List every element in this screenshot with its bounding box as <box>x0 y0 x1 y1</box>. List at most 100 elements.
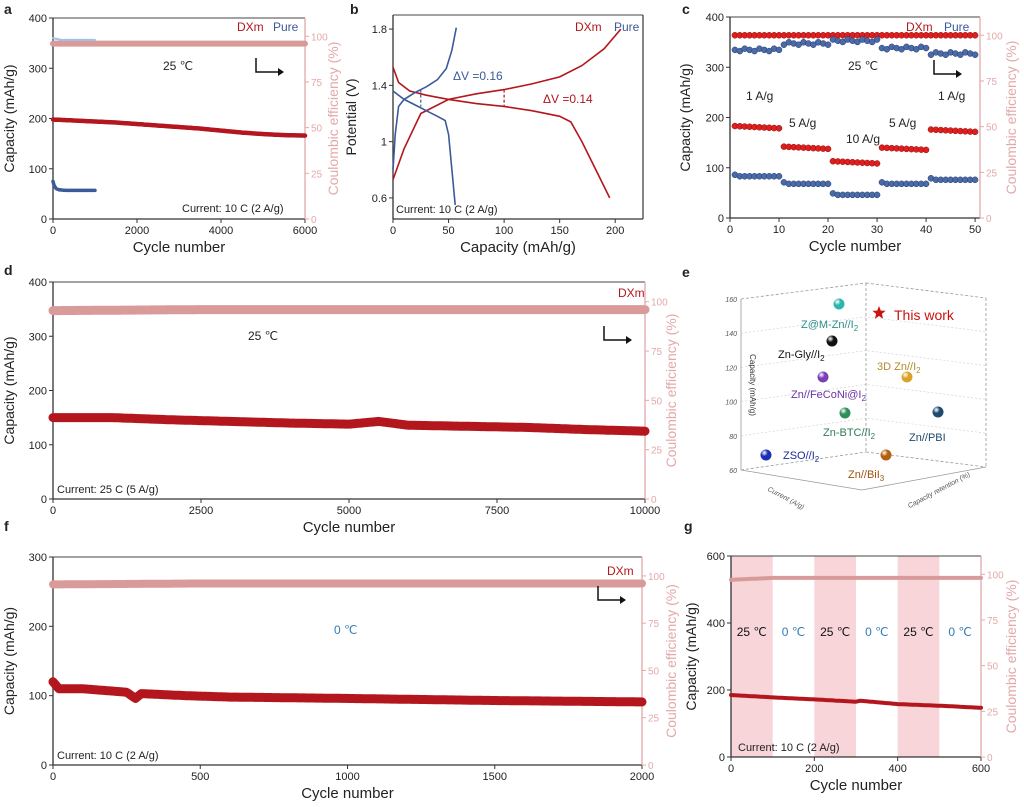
point-label: ZSO//I2 <box>783 450 820 464</box>
y-axis-title: Capacity retention (%) <box>907 471 971 510</box>
y-axis-title: Capacity (mAh/g) <box>677 63 693 171</box>
x-axis-title: Cycle number <box>809 238 902 255</box>
data-point-sphere <box>833 298 845 310</box>
pure-ce-point <box>775 46 783 54</box>
x-tick-label: 0 <box>50 771 56 783</box>
y2-axis-title: Coulombic efficiency (%) <box>325 42 341 196</box>
current-annotation: Current: 10 C (2 A/g) <box>396 204 498 216</box>
x-tick-label: 400 <box>888 763 906 775</box>
temperature-annotation: 25 ℃ <box>848 59 878 73</box>
x-tick-label: 7500 <box>485 505 509 517</box>
x-tick-label: 0 <box>390 225 396 237</box>
pure-ce-point <box>873 36 881 43</box>
panel-label: a <box>4 1 12 17</box>
x-tick-label: 50 <box>442 225 454 237</box>
y-tick-label: 300 <box>29 552 47 564</box>
y2-tick-label: 100 <box>651 298 668 309</box>
y2-tick-label: 0 <box>986 214 992 225</box>
pure-ce-point <box>824 41 832 48</box>
z-tick-label: 140 <box>725 331 737 338</box>
y2-axis-title: Coulombic efficiency (%) <box>663 584 679 738</box>
temperature-annotation: 25 ℃ <box>163 59 193 73</box>
arrowhead-icon <box>626 336 632 344</box>
right-axis-arrow-icon <box>933 60 956 75</box>
y2-tick-label: 0 <box>651 495 657 506</box>
x-tick-label: 500 <box>191 771 209 783</box>
series-pure-discharge <box>392 90 456 205</box>
x-axis-title: Cycle number <box>303 519 396 536</box>
y2-tick-label: 50 <box>651 396 663 407</box>
x-tick-label: 2500 <box>189 505 213 517</box>
y2-tick-label: 25 <box>987 707 999 718</box>
rate-label: 5 A/g <box>889 116 916 130</box>
y-tick-label: 0.6 <box>372 193 387 205</box>
series-pure-ce <box>52 37 96 41</box>
x-tick-label: 30 <box>871 224 883 236</box>
x-tick-label: 200 <box>606 225 624 237</box>
dxm-capacity-point <box>824 145 832 153</box>
y-tick-label: 200 <box>29 621 47 633</box>
y2-tick-label: 50 <box>311 124 323 135</box>
pure-ce-point <box>971 51 979 58</box>
temperature-shade-band <box>814 556 856 757</box>
x-tick-label: 20 <box>822 224 834 236</box>
y-tick-label: 100 <box>29 691 47 703</box>
x-tick-label: 200 <box>805 763 823 775</box>
y-tick-label: 100 <box>706 163 724 175</box>
y2-tick-label: 100 <box>986 31 1003 42</box>
right-axis-arrow-icon <box>255 58 278 73</box>
y-tick-label: 0 <box>41 494 47 506</box>
y2-tick-label: 75 <box>986 77 998 88</box>
x-tick-label: 5000 <box>337 505 361 517</box>
point-label: Zn-Gly//I2 <box>778 349 825 363</box>
wireframe-edge <box>740 282 867 300</box>
legend-dxm: DXm <box>575 20 602 34</box>
right-axis-arrow-icon <box>597 586 620 601</box>
y-tick-label: 200 <box>29 386 47 398</box>
y-tick-label: 400 <box>707 618 725 630</box>
point-label: This work <box>894 307 955 323</box>
x-tick-label: 0 <box>728 763 734 775</box>
delta-v-pure-label: ΔV =0.16 <box>453 69 503 83</box>
y-tick-label: 1 <box>381 137 387 149</box>
y2-tick-label: 0 <box>648 761 654 772</box>
panel-label: e <box>682 264 690 280</box>
z-tick-label: 120 <box>725 365 737 372</box>
y-tick-label: 200 <box>707 685 725 697</box>
temperature-shade-band <box>897 556 940 757</box>
point-label: Zn//PBI <box>909 432 946 444</box>
x-axis-title: Cycle number <box>133 239 226 256</box>
x-axis-title: Capacity (mAh/g) <box>460 239 576 256</box>
z-tick-label: 160 <box>725 297 737 304</box>
x-tick-label: 150 <box>550 225 568 237</box>
pure-capacity-point <box>971 176 979 184</box>
arrowhead-icon <box>620 596 626 604</box>
series-dxm-capacity <box>729 693 983 710</box>
legend-pure: Pure <box>944 20 970 34</box>
wireframe-edge <box>865 282 987 299</box>
point-label: 3D Zn//I2 <box>877 361 921 375</box>
dxm-capacity-point <box>873 160 881 167</box>
y-axis-title: Capacity (mAh/g) <box>1 336 17 444</box>
x-tick-label: 40 <box>920 224 932 236</box>
y2-tick-label: 25 <box>651 446 663 457</box>
temperature-annotation: 25 ℃ <box>248 329 278 343</box>
series-dxm-capacity <box>50 117 308 138</box>
arrowhead-icon <box>278 68 284 76</box>
legend-dxm: DXm <box>906 20 933 34</box>
y2-tick-label: 50 <box>648 666 660 677</box>
x-tick-label: 1000 <box>335 771 359 783</box>
y2-tick-label: 100 <box>311 32 328 43</box>
z-tick-label: 80 <box>729 434 737 441</box>
x-axis-title: Current (A/g) <box>766 486 805 511</box>
z-tick-label: 60 <box>729 468 737 475</box>
chart-f: 0 500 1000 1500 200001002003000255075100Cycl… <box>1 518 679 802</box>
temperature-segment-label: 0 ℃ <box>782 625 805 639</box>
y-axis-title: Capacity (mAh/g) <box>683 602 699 710</box>
x-tick-label: 4000 <box>209 225 233 237</box>
current-annotation: Current: 25 C (5 A/g) <box>57 484 159 496</box>
y2-tick-label: 25 <box>311 169 323 180</box>
data-point-sphere <box>880 449 892 461</box>
delta-v-dxm-label: ΔV =0.14 <box>543 92 593 106</box>
series-dxm-capacity <box>48 413 650 436</box>
